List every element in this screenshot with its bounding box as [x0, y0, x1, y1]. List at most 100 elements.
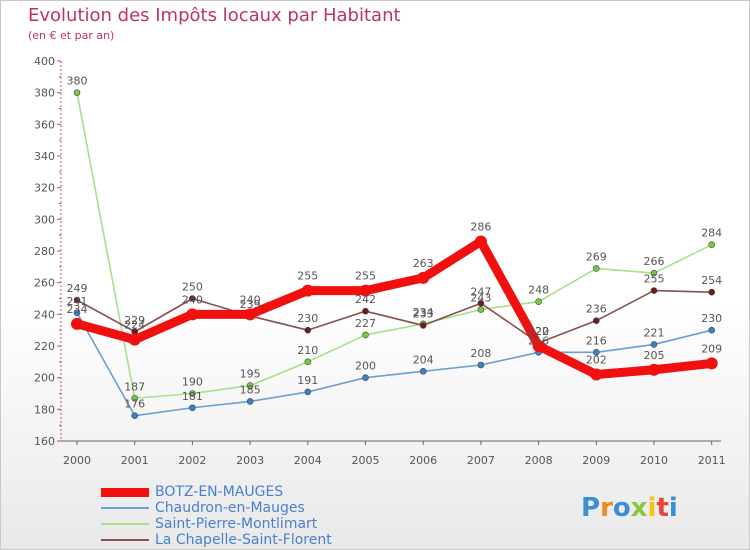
y-tick-label: 320: [34, 182, 55, 195]
legend-label: La Chapelle-Saint-Florent: [155, 532, 332, 548]
data-label: 230: [701, 312, 722, 325]
data-point: [131, 394, 138, 402]
data-point: [477, 306, 485, 313]
y-tick-label: 380: [34, 87, 55, 100]
data-label: 241: [67, 295, 88, 308]
series-line-0: [72, 237, 717, 379]
data-point: [362, 307, 369, 315]
y-tick-label: 200: [34, 372, 55, 385]
data-label: 230: [297, 312, 318, 325]
data-label: 240: [182, 293, 203, 306]
data-label: 205: [644, 349, 665, 362]
data-point: [532, 340, 545, 352]
legend-label: Chaudron-en-Mauges: [155, 500, 305, 516]
y-tick-label: 180: [34, 403, 55, 416]
y-tick-label: 400: [34, 55, 55, 68]
data-label: 255: [644, 273, 665, 286]
data-label: 284: [701, 227, 722, 240]
data-label: 216: [586, 334, 607, 347]
data-point: [362, 374, 369, 381]
data-point: [650, 269, 658, 277]
data-point: [244, 308, 257, 321]
axes: 160 180 200 220 240 260 280 300 320 340 360 380 400 2…: [34, 55, 726, 467]
data-label: 220: [528, 325, 549, 338]
y-tick-label: 340: [34, 150, 55, 163]
data-label: 222: [528, 325, 549, 338]
y-tick-label: 240: [34, 308, 55, 321]
data-label: 204: [413, 353, 434, 366]
data-point: [417, 271, 430, 284]
data-label: 254: [701, 274, 722, 287]
data-point: [71, 317, 83, 330]
data-point: [304, 388, 312, 396]
data-label: 227: [355, 317, 376, 330]
data-label: 243: [470, 292, 491, 305]
data-label: 266: [644, 255, 665, 268]
data-label: 236: [586, 303, 607, 316]
x-tick-label: 2002: [178, 454, 206, 467]
data-label: 181: [182, 390, 203, 403]
x-tick-label: 2010: [640, 454, 668, 467]
data-label: 263: [413, 257, 434, 270]
data-label: 242: [355, 293, 376, 306]
data-label: 200: [355, 360, 376, 373]
data-point: [592, 265, 600, 272]
data-point: [301, 284, 314, 297]
data-label: 210: [297, 344, 318, 357]
data-point: [705, 357, 718, 370]
data-point: [477, 299, 485, 307]
legend-swatch: [101, 507, 149, 509]
data-label: 255: [355, 270, 376, 283]
y-tick-label: 160: [34, 435, 55, 448]
data-point: [535, 298, 542, 305]
data-point: [359, 284, 372, 297]
data-point: [246, 398, 254, 405]
data-point: [650, 287, 658, 294]
y-tick-label: 300: [34, 213, 55, 226]
y-tick-label: 360: [34, 118, 55, 131]
data-point: [189, 390, 196, 397]
data-label: 250: [182, 281, 203, 294]
data-label: 248: [528, 284, 549, 297]
data-point: [73, 309, 81, 317]
legend-label: Saint-Pierre-Montlimart: [155, 516, 318, 532]
data-point: [131, 412, 138, 419]
data-label: 190: [182, 376, 203, 389]
x-tick-label: 2000: [63, 454, 91, 467]
x-tick-label: 2006: [409, 454, 437, 467]
data-label: 239: [240, 298, 261, 311]
legend-swatch: [101, 539, 149, 541]
data-point: [708, 326, 716, 334]
data-point: [246, 382, 254, 389]
chart-title: Evolution des Impôts locaux par Habitant: [28, 5, 401, 26]
data-label: 224: [124, 319, 145, 332]
data-label: 234: [67, 303, 88, 316]
series-layer: [71, 89, 718, 419]
data-point: [590, 368, 603, 381]
x-tick-label: 2004: [294, 454, 322, 467]
data-point: [362, 331, 369, 339]
data-label: 247: [470, 285, 491, 298]
data-point: [419, 322, 427, 329]
data-label: 249: [67, 282, 88, 295]
data-point: [648, 363, 660, 376]
x-tick-label: 2001: [121, 454, 149, 467]
x-tick-label: 2003: [236, 454, 264, 467]
data-point: [73, 89, 81, 96]
data-label: 216: [528, 334, 549, 347]
data-label: 229: [124, 314, 145, 327]
data-point: [73, 296, 81, 304]
data-label: 195: [240, 368, 261, 381]
data-label: 208: [470, 347, 491, 360]
series-line-3: [76, 289, 713, 344]
data-point: [189, 404, 196, 412]
data-label: 209: [701, 342, 722, 355]
data-point: [189, 295, 196, 302]
series-line-1: [76, 311, 713, 417]
data-point: [592, 317, 600, 324]
data-label: 191: [297, 374, 318, 387]
data-point: [708, 241, 716, 248]
data-point: [592, 349, 600, 356]
data-point: [304, 358, 312, 366]
